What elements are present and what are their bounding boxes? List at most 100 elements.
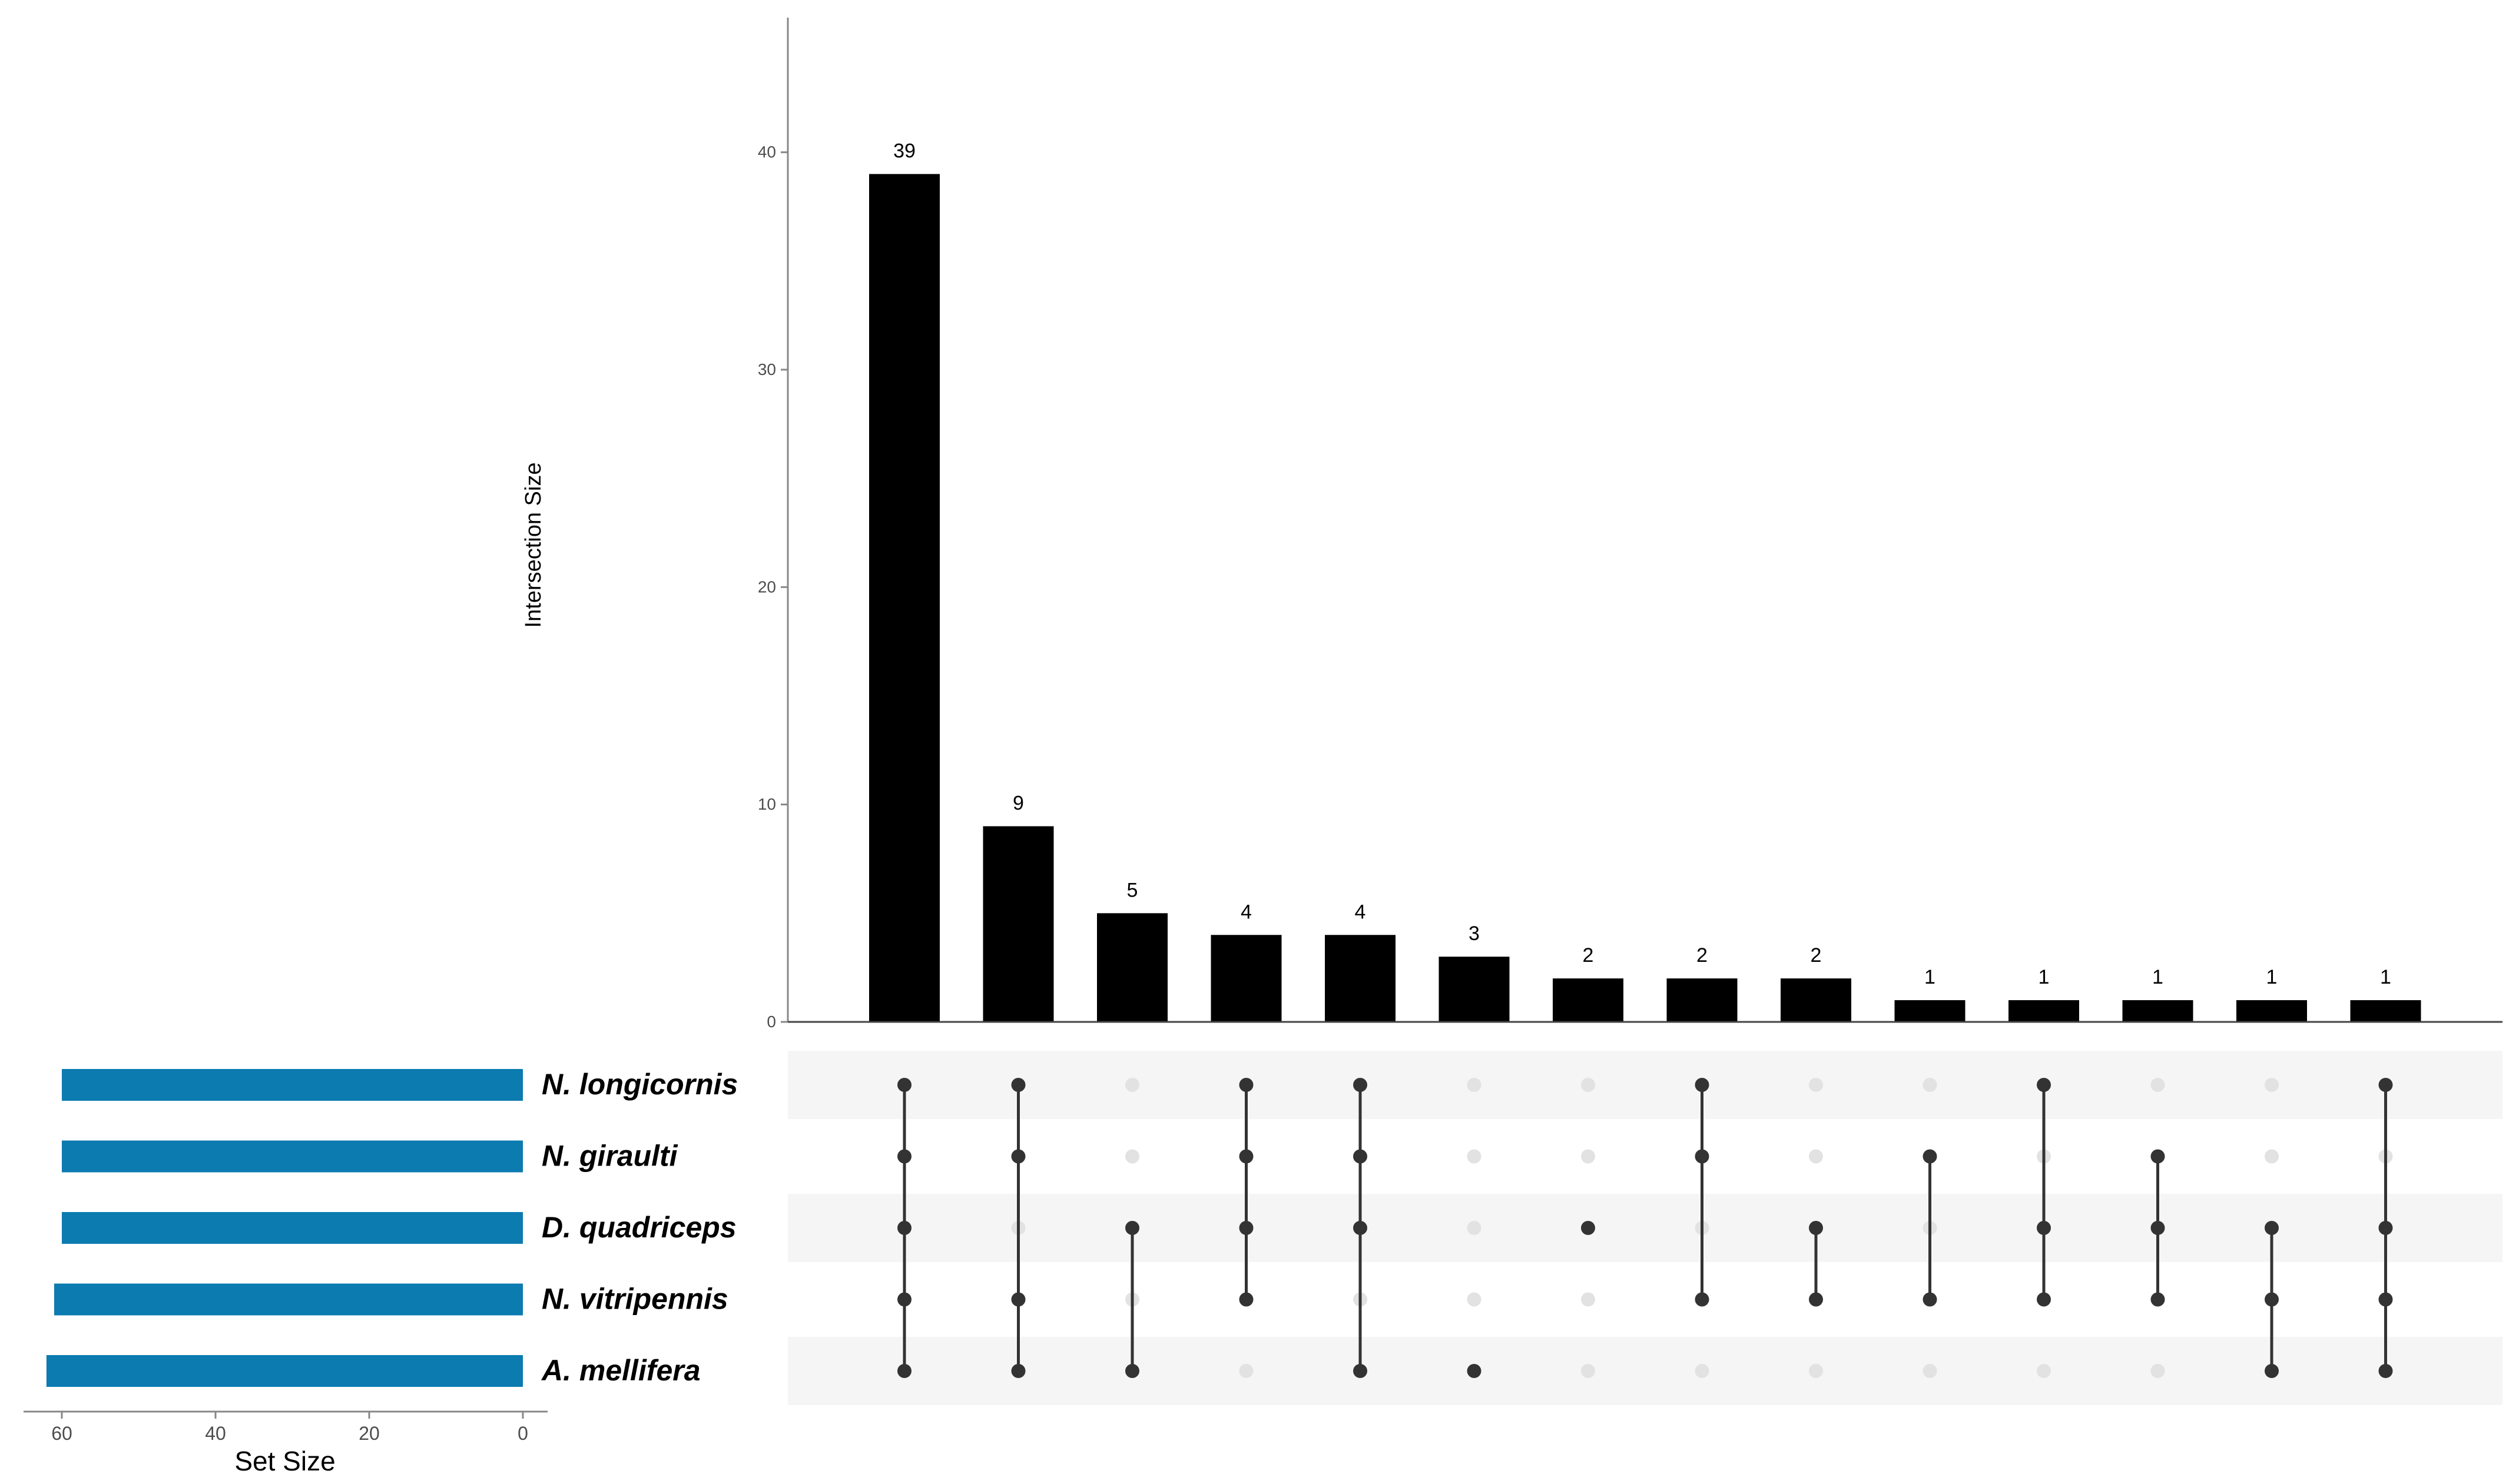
matrix-dot-inactive	[1125, 1149, 1139, 1164]
matrix-dot-inactive	[1467, 1221, 1481, 1235]
set-size-tick-label: 20	[359, 1423, 380, 1444]
intersection-bar	[983, 826, 1054, 1022]
intersection-bar-label: 2	[1583, 944, 1594, 967]
set-size-tick-label: 40	[205, 1423, 226, 1444]
intersection-bar-label: 1	[2380, 966, 2391, 988]
matrix-dot-inactive	[1467, 1149, 1481, 1164]
matrix-dot-active	[2150, 1221, 2165, 1235]
matrix-dot-inactive	[1125, 1078, 1139, 1092]
set-size-bar	[46, 1355, 523, 1387]
intersection-bar-label: 5	[1127, 879, 1138, 901]
matrix-dot-inactive	[1581, 1078, 1595, 1092]
matrix-dot-inactive	[1467, 1292, 1481, 1307]
matrix-dot-active	[2378, 1221, 2393, 1235]
matrix-dot-inactive	[2150, 1078, 2165, 1092]
matrix-dot-active	[1011, 1292, 1026, 1307]
matrix-dot-active	[2378, 1292, 2393, 1307]
matrix-dot-inactive	[2265, 1078, 2279, 1092]
matrix-dot-active	[1467, 1364, 1481, 1378]
intersection-bar-label: 1	[2152, 966, 2163, 988]
intersection-bar	[1097, 913, 1168, 1022]
y-tick-label: 40	[758, 143, 776, 161]
intersection-bar	[1211, 935, 1282, 1022]
matrix-dot-active	[2150, 1292, 2165, 1307]
matrix-row-stripe	[788, 1194, 2503, 1262]
matrix-dot-active	[1809, 1221, 1823, 1235]
set-name-label: D. quadriceps	[542, 1211, 737, 1244]
set-size-axis: 60 40 20 0 Set Size	[24, 1410, 548, 1476]
matrix-dot-active	[1239, 1149, 1254, 1164]
set-size-bar	[62, 1069, 523, 1101]
matrix-dot-inactive	[2150, 1364, 2165, 1378]
matrix-dot-inactive	[1581, 1292, 1595, 1307]
intersection-bar-label: 39	[893, 140, 916, 162]
intersection-size-axis: 0 10 20 30 40 Intersection Size	[521, 18, 2503, 1031]
matrix-dot-active	[1353, 1149, 1367, 1164]
y-tick-label: 10	[758, 795, 776, 814]
matrix-dot-active	[1353, 1221, 1367, 1235]
matrix-dot-active	[897, 1078, 912, 1092]
matrix-dot-active	[2265, 1364, 2279, 1378]
matrix-row-stripe	[788, 1337, 2503, 1405]
set-size-tick-label: 60	[51, 1423, 72, 1444]
intersection-bar	[2008, 1000, 2079, 1022]
intersection-bar-label: 9	[1013, 792, 1024, 815]
intersection-bar-label: 1	[1924, 966, 1935, 988]
matrix-dot-inactive	[1923, 1078, 1937, 1092]
set-size-bars	[46, 1069, 523, 1387]
set-size-axis-title: Set Size	[234, 1446, 335, 1476]
matrix-dot-active	[2150, 1149, 2165, 1164]
intersection-bar-label: 4	[1355, 901, 1366, 923]
set-name-label: A. mellifera	[541, 1354, 701, 1387]
matrix-dot-active	[1353, 1364, 1367, 1378]
y-axis-title: Intersection Size	[521, 463, 546, 628]
matrix-dot-active	[1353, 1078, 1367, 1092]
matrix-dot-active	[1125, 1221, 1139, 1235]
matrix-dot-active	[1923, 1292, 1937, 1307]
intersection-bar-labels: 39 9 5 4 4 3 2 2 2 1 1 1 1 1	[893, 140, 2391, 988]
matrix-dot-inactive	[2037, 1364, 2051, 1378]
matrix-dot-active	[1695, 1149, 1709, 1164]
matrix-dot-inactive	[1581, 1149, 1595, 1164]
matrix-dot-active	[1011, 1149, 1026, 1164]
matrix-dot-active	[897, 1149, 912, 1164]
intersection-matrix	[897, 1078, 2393, 1378]
intersection-bar	[1781, 978, 1851, 1022]
matrix-dot-active	[1695, 1078, 1709, 1092]
matrix-dot-active	[1239, 1292, 1254, 1307]
set-name-label: N. longicornis	[542, 1068, 738, 1101]
intersection-bar	[1553, 978, 1623, 1022]
matrix-dot-inactive	[1695, 1364, 1709, 1378]
intersection-bar	[1439, 957, 1510, 1022]
matrix-dot-active	[1581, 1221, 1595, 1235]
intersection-bar	[2236, 1000, 2307, 1022]
intersection-bar	[1325, 935, 1396, 1022]
set-name-label: N. vitripennis	[542, 1283, 728, 1316]
intersection-bar-label: 2	[1811, 944, 1822, 967]
set-size-bar	[54, 1283, 523, 1316]
matrix-dot-active	[1695, 1292, 1709, 1307]
matrix-dot-active	[1239, 1221, 1254, 1235]
matrix-row-stripes	[788, 1051, 2503, 1405]
matrix-dot-inactive	[2265, 1149, 2279, 1164]
matrix-dot-active	[897, 1292, 912, 1307]
matrix-dot-inactive	[1923, 1364, 1937, 1378]
intersection-bar	[2350, 1000, 2421, 1022]
intersection-bar	[1666, 978, 1738, 1022]
matrix-dot-active	[897, 1221, 912, 1235]
matrix-dot-active	[1011, 1078, 1026, 1092]
matrix-dot-active	[1125, 1364, 1139, 1378]
matrix-dot-active	[2265, 1292, 2279, 1307]
matrix-dot-active	[2378, 1078, 2393, 1092]
intersection-bar-label: 2	[1696, 944, 1708, 967]
matrix-row-stripe	[788, 1051, 2503, 1119]
intersection-bar-label: 3	[1469, 922, 1480, 945]
intersection-bar	[2122, 1000, 2193, 1022]
set-name-labels: N. longicornis N. giraulti D. quadriceps N.…	[541, 1068, 738, 1387]
matrix-dot-active	[2037, 1078, 2051, 1092]
matrix-dot-inactive	[1809, 1149, 1823, 1164]
matrix-dot-inactive	[1809, 1078, 1823, 1092]
intersection-bars	[869, 174, 2421, 1022]
